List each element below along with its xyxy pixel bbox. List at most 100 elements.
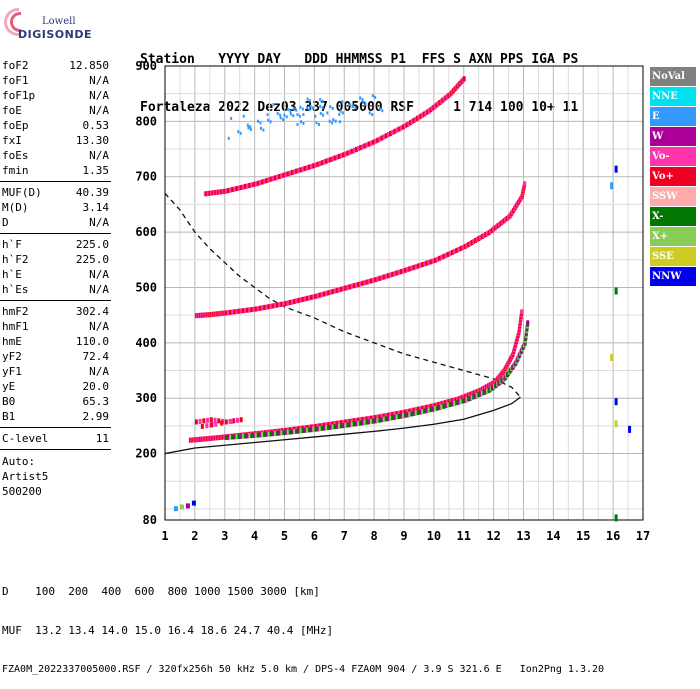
echo-point xyxy=(416,409,420,415)
echo-point xyxy=(252,306,256,312)
param-name: hmF1 xyxy=(2,320,29,333)
echo-point xyxy=(445,399,449,405)
echo-point xyxy=(206,417,210,423)
echo-point xyxy=(425,408,429,414)
echo-point xyxy=(241,184,245,190)
echo-point xyxy=(288,170,292,176)
echo-point xyxy=(341,111,344,115)
echo-point xyxy=(427,259,431,265)
echo-point xyxy=(337,153,341,159)
param-row: h`E N/A xyxy=(0,267,111,282)
echo-point xyxy=(414,116,418,122)
echo-point xyxy=(194,419,198,425)
param-name: foF1 xyxy=(2,74,29,87)
echo-point xyxy=(457,399,461,405)
param-name: B0 xyxy=(2,395,16,408)
echo-point xyxy=(321,99,324,103)
echo-point xyxy=(342,152,346,158)
echo-point xyxy=(354,282,358,288)
param-row: h`Es N/A xyxy=(0,282,111,297)
echo-point xyxy=(224,310,228,316)
echo-point xyxy=(401,413,405,419)
divider xyxy=(0,181,111,182)
echo-point xyxy=(325,425,329,431)
echo-point xyxy=(421,405,425,411)
echo-point xyxy=(423,405,427,411)
echo-point xyxy=(371,113,374,117)
echo-point xyxy=(421,262,425,268)
param-row: foF2 12.850 xyxy=(0,58,111,73)
echo-point xyxy=(173,506,178,512)
param-row: D N/A xyxy=(0,215,111,230)
echo-point xyxy=(468,395,472,401)
echo-point xyxy=(229,309,233,315)
echo-point xyxy=(224,419,228,425)
divider xyxy=(0,300,111,301)
echo-point xyxy=(465,397,469,403)
echo-point xyxy=(285,115,288,119)
echo-point xyxy=(305,427,309,433)
echo-point xyxy=(239,433,243,439)
echo-point xyxy=(256,432,260,438)
echo-point xyxy=(378,414,382,420)
echo-point xyxy=(367,419,371,425)
param-name: h`E xyxy=(2,268,22,281)
parameter-panel: foF2 12.850 foF1 N/A foF1p N/A foE N/A foEp 0.53 f… xyxy=(0,58,111,499)
echo-point xyxy=(312,163,316,169)
echo-point xyxy=(344,422,348,428)
echo-point xyxy=(256,180,260,186)
echo-point xyxy=(185,503,190,509)
echo-point xyxy=(453,400,457,406)
echo-point xyxy=(298,114,301,118)
x-tick-label: 10 xyxy=(427,529,441,543)
echo-point xyxy=(311,106,314,110)
param-value: 225.0 xyxy=(75,253,109,266)
param-row: foEs N/A xyxy=(0,148,111,163)
echo-point xyxy=(314,426,318,432)
echo-point xyxy=(289,109,292,113)
echo-point xyxy=(453,248,457,254)
echo-point xyxy=(614,398,618,406)
legend-item: X- xyxy=(650,207,696,226)
echo-point xyxy=(286,108,289,112)
echo-point xyxy=(239,131,242,135)
y-tick-label: 300 xyxy=(135,391,157,405)
param-row: yF2 72.4 xyxy=(0,349,111,364)
echo-point xyxy=(301,428,305,434)
echo-point xyxy=(446,402,450,408)
echo-point xyxy=(338,120,341,124)
y-tick-label: 700 xyxy=(135,170,157,184)
param-value: N/A xyxy=(89,320,109,333)
echo-point xyxy=(371,415,375,421)
echo-point xyxy=(302,113,305,117)
echo-point xyxy=(409,120,413,126)
echo-point xyxy=(271,431,275,437)
echo-point xyxy=(433,406,437,412)
param-value: N/A xyxy=(89,74,109,87)
echo-point xyxy=(427,404,431,410)
echo-point xyxy=(416,263,420,269)
param-row: fxI 13.30 xyxy=(0,133,111,148)
echo-point xyxy=(350,421,354,427)
echo-point xyxy=(289,112,292,116)
echo-point xyxy=(302,121,305,125)
legend-item: NNW xyxy=(650,267,696,286)
param-value: 1.35 xyxy=(82,164,110,177)
echo-point xyxy=(401,124,405,130)
echo-point xyxy=(348,422,352,428)
echo-point xyxy=(318,423,322,429)
echo-point xyxy=(479,235,483,241)
param-row: B0 65.3 xyxy=(0,394,111,409)
param-group-2: MUF(D) 40.39 M(D) 3.14 D N/A xyxy=(0,185,111,230)
echo-point xyxy=(326,111,329,115)
echo-point xyxy=(303,425,307,431)
echo-point xyxy=(250,182,254,188)
echo-point xyxy=(297,297,301,303)
param-value: N/A xyxy=(89,104,109,117)
echo-point xyxy=(342,286,346,292)
echo-point xyxy=(431,258,435,264)
echo-point xyxy=(337,423,341,429)
echo-point xyxy=(217,418,221,424)
echo-point xyxy=(346,284,350,290)
echo-point xyxy=(386,415,390,421)
